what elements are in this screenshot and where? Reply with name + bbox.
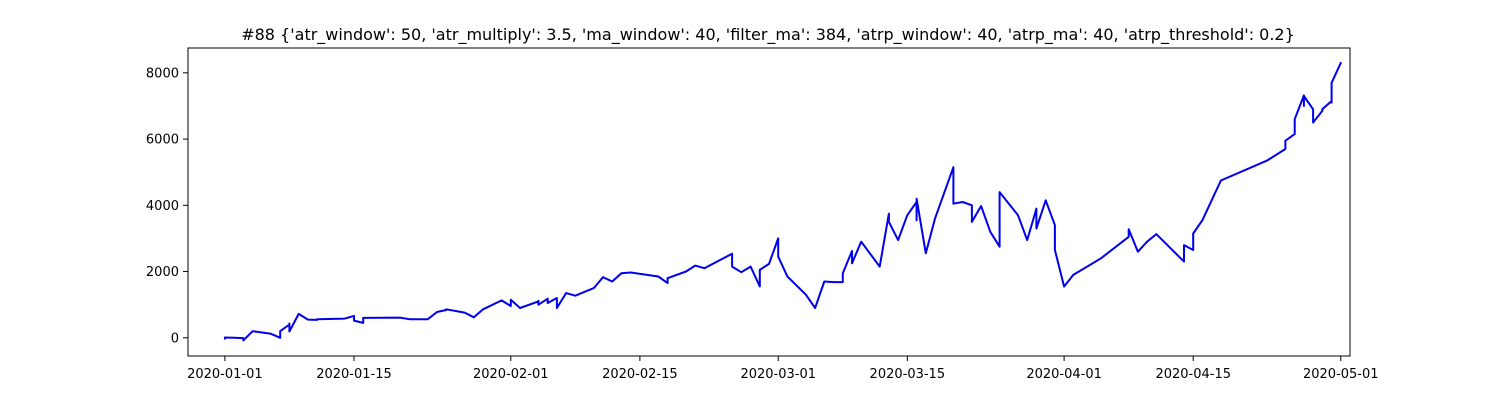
x-tick-label: 2020-01-01 (187, 367, 263, 382)
y-tick-label: 6000 (146, 133, 179, 148)
x-tick-label: 2020-05-01 (1303, 367, 1379, 382)
x-tick-label: 2020-03-15 (870, 367, 946, 382)
series-line (223, 61, 1342, 342)
x-tick-label: 2020-02-01 (473, 367, 549, 382)
plot-area (187, 47, 1351, 357)
x-axis: 2020-01-01 2020-01-15 2020-02-01 2020-02-15… (187, 356, 1379, 382)
y-axis: 0 2000 4000 6000 8000 (146, 66, 188, 346)
x-tick-label: 2020-01-15 (316, 367, 392, 382)
y-tick-label: 2000 (146, 265, 179, 280)
x-tick-label: 2020-04-15 (1155, 367, 1231, 382)
y-tick-label: 4000 (146, 199, 179, 214)
x-tick-label: 2020-03-01 (740, 367, 816, 382)
y-tick-label: 0 (171, 331, 179, 346)
axes-frame (187, 47, 1351, 357)
chart-title: #88 {'atr_window': 50, 'atr_multiply': 3… (241, 25, 1295, 45)
x-tick-label: 2020-02-15 (602, 367, 678, 382)
x-tick-label: 2020-04-01 (1026, 367, 1102, 382)
series-layer (223, 61, 1342, 342)
y-tick-label: 8000 (146, 66, 179, 81)
